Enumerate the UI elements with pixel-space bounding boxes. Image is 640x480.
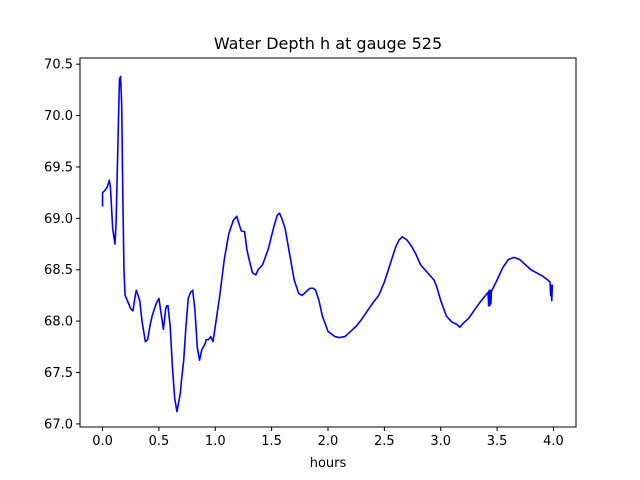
chart-title: Water Depth h at gauge 525 [214,34,442,53]
y-axis-ticks: 67.0 67.5 68.0 68.5 69.0 69.5 70.0 70.5 [44,58,80,432]
y-tick-label: 67.5 [44,366,73,381]
series-line-1 [101,75,554,413]
y-tick-label: 68.5 [44,263,73,278]
x-tick-label: 1.5 [261,434,282,449]
y-tick-label: 69.5 [44,160,73,175]
x-tick-label: 0.5 [149,434,170,449]
x-tick-label: 4.0 [543,434,564,449]
x-tick-label: 2.0 [318,434,339,449]
y-tick-label: 67.0 [44,417,73,432]
x-tick-label: 0.0 [92,434,113,449]
x-tick-label: 3.5 [487,434,508,449]
y-tick-label: 68.0 [44,315,73,330]
plot-area [80,58,576,427]
data-line-layer [101,75,554,413]
y-tick-label: 70.5 [44,58,73,73]
x-tick-label: 2.5 [374,434,395,449]
x-axis-label: hours [310,456,347,471]
x-axis-ticks: 0.0 0.5 1.0 1.5 2.0 2.5 3.0 3.5 4.0 [92,427,564,449]
y-tick-label: 70.0 [44,109,73,124]
x-tick-label: 3.0 [430,434,451,449]
x-tick-label: 1.0 [205,434,226,449]
y-tick-label: 69.0 [44,212,73,227]
